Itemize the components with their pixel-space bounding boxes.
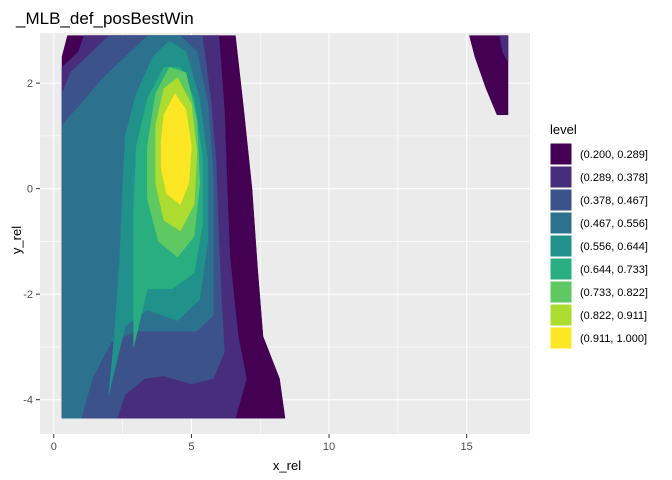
x-axis-title: x_rel [273,458,301,473]
legend-key [549,280,573,304]
legend-title: level [550,122,577,137]
legend-key [549,234,573,258]
legend-key [549,188,573,212]
legend-key [549,211,573,235]
x-tick-label: 10 [323,441,335,453]
legend-label: (0.556, 0.644] [580,241,648,253]
x-tick-label: 15 [461,441,473,453]
legend-label: (0.733, 0.822] [580,287,648,299]
x-tick-label: 0 [51,441,57,453]
y-axis-title: y_rel [9,226,24,254]
contour-level-8 [160,93,192,205]
y-tick-label: -2 [23,289,33,301]
y-tick-label: 2 [27,78,33,90]
legend-key [549,257,573,281]
x-axis-ticks: 0 5 10 15 [51,434,473,453]
legend-label: (0.200, 0.289] [580,149,648,161]
legend-label: (0.467, 0.556] [580,218,648,230]
legend-label: (0.289, 0.378] [580,172,648,184]
legend-label: (0.822, 0.911] [580,310,647,322]
legend-key [549,165,573,189]
y-axis-ticks: -4 -2 0 2 [23,78,40,407]
x-tick-label: 5 [188,441,194,453]
contour-regions [61,35,509,419]
legend-label: (0.911, 1.000] [580,333,647,345]
chart-title: _MLB_def_posBestWin [15,9,194,28]
legend: (0.200, 0.289] (0.289, 0.378] (0.378, 0.46… [549,142,648,350]
legend-label: (0.378, 0.467] [580,195,648,207]
contour-level-1 [499,35,509,63]
legend-key [549,142,573,166]
legend-label: (0.644, 0.733] [580,264,648,276]
y-tick-label: -4 [23,395,33,407]
y-tick-label: 0 [27,184,33,196]
legend-key [549,303,573,327]
legend-key [549,326,573,350]
